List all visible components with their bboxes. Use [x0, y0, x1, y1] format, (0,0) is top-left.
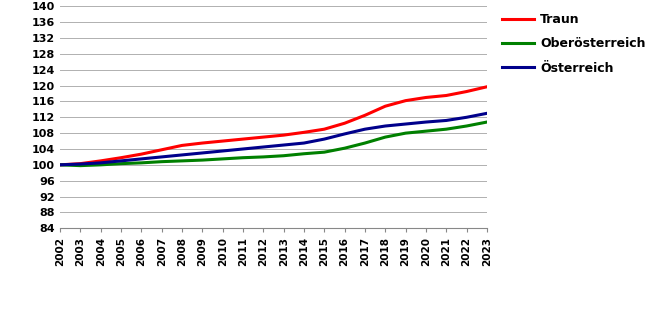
- Traun: [361, 113, 369, 117]
- Österreich: [279, 143, 287, 147]
- Traun: [76, 162, 84, 165]
- Traun: [442, 94, 450, 97]
- Traun: [97, 159, 105, 163]
- Line: Traun: Traun: [60, 87, 487, 165]
- Traun: [382, 104, 390, 108]
- Oberösterreich: [198, 158, 206, 162]
- Oberösterreich: [259, 155, 267, 159]
- Oberösterreich: [117, 162, 125, 165]
- Traun: [117, 156, 125, 160]
- Österreich: [137, 157, 145, 161]
- Traun: [483, 85, 491, 89]
- Oberösterreich: [341, 146, 349, 150]
- Traun: [259, 135, 267, 139]
- Line: Österreich: Österreich: [60, 113, 487, 165]
- Oberösterreich: [239, 156, 247, 160]
- Traun: [157, 148, 165, 152]
- Österreich: [361, 127, 369, 131]
- Oberösterreich: [361, 141, 369, 145]
- Traun: [422, 96, 430, 100]
- Traun: [300, 131, 308, 134]
- Traun: [137, 152, 145, 156]
- Oberösterreich: [300, 152, 308, 156]
- Österreich: [442, 119, 450, 122]
- Österreich: [422, 120, 430, 124]
- Traun: [239, 137, 247, 141]
- Legend: Traun, Oberösterreich, Österreich: Traun, Oberösterreich, Österreich: [498, 8, 650, 80]
- Oberösterreich: [422, 129, 430, 133]
- Österreich: [76, 162, 84, 166]
- Österreich: [259, 145, 267, 149]
- Oberösterreich: [442, 127, 450, 131]
- Österreich: [56, 163, 64, 167]
- Österreich: [341, 132, 349, 136]
- Traun: [219, 139, 227, 143]
- Oberösterreich: [219, 157, 227, 161]
- Oberösterreich: [56, 163, 64, 167]
- Traun: [463, 90, 471, 94]
- Oberösterreich: [382, 135, 390, 139]
- Traun: [320, 127, 328, 131]
- Österreich: [97, 161, 105, 165]
- Traun: [402, 99, 410, 103]
- Österreich: [463, 115, 471, 119]
- Traun: [56, 163, 64, 167]
- Österreich: [300, 141, 308, 145]
- Oberösterreich: [463, 124, 471, 128]
- Oberösterreich: [483, 120, 491, 124]
- Österreich: [382, 124, 390, 128]
- Österreich: [117, 159, 125, 163]
- Line: Oberösterreich: Oberösterreich: [60, 122, 487, 166]
- Oberösterreich: [137, 161, 145, 165]
- Oberösterreich: [320, 150, 328, 154]
- Österreich: [239, 147, 247, 151]
- Österreich: [320, 137, 328, 141]
- Traun: [279, 133, 287, 137]
- Traun: [198, 141, 206, 145]
- Österreich: [178, 153, 186, 157]
- Oberösterreich: [178, 159, 186, 163]
- Oberösterreich: [279, 154, 287, 158]
- Oberösterreich: [76, 164, 84, 168]
- Österreich: [198, 151, 206, 155]
- Oberösterreich: [97, 163, 105, 167]
- Österreich: [157, 155, 165, 159]
- Traun: [341, 121, 349, 125]
- Österreich: [219, 149, 227, 153]
- Österreich: [402, 122, 410, 126]
- Traun: [178, 144, 186, 147]
- Oberösterreich: [157, 160, 165, 164]
- Österreich: [483, 112, 491, 115]
- Oberösterreich: [402, 131, 410, 135]
